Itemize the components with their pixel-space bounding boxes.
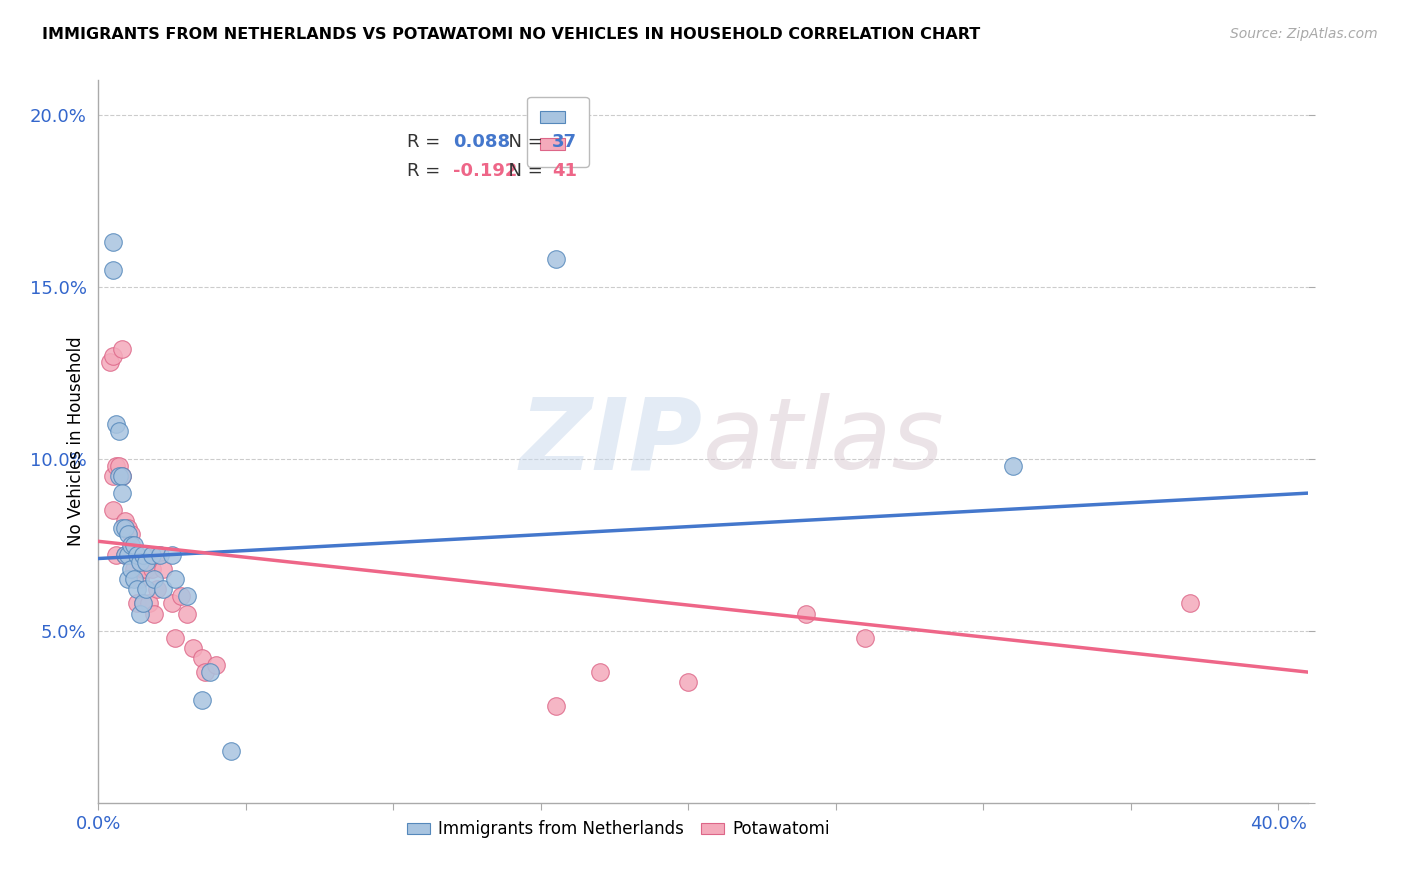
Point (1001, 458, 1024, 473)
Point (125, 582, 148, 597)
Point (111, 520, 134, 534)
Point (190, 692, 212, 706)
Point (120, 527, 142, 541)
Point (135, 555, 157, 569)
Point (125, 548, 148, 562)
Point (131, 596, 153, 610)
Point (141, 562, 163, 576)
Point (114, 548, 136, 562)
Point (194, 665, 217, 679)
Point (678, 675, 700, 690)
Point (114, 514, 136, 528)
Point (853, 631, 876, 645)
Point (98, 355, 121, 369)
Point (181, 640, 204, 655)
Point (105, 548, 128, 562)
Point (111, 342, 134, 356)
Point (190, 651, 212, 665)
Text: R =: R = (406, 133, 446, 151)
Point (120, 538, 142, 552)
Point (122, 538, 145, 552)
Point (131, 562, 153, 576)
Point (108, 424, 131, 438)
Text: R =: R = (406, 161, 446, 179)
Point (205, 658, 228, 673)
Point (117, 572, 139, 586)
Point (170, 590, 193, 604)
Point (117, 527, 139, 541)
Text: ZIP: ZIP (520, 393, 703, 490)
Point (122, 572, 145, 586)
Point (105, 417, 128, 432)
Text: 0.088: 0.088 (453, 133, 510, 151)
Point (111, 469, 134, 483)
Text: Source: ZipAtlas.com: Source: ZipAtlas.com (1230, 27, 1378, 41)
Point (794, 607, 817, 621)
Point (128, 572, 150, 586)
Point (544, 699, 567, 714)
Point (544, 252, 567, 267)
Point (105, 458, 128, 473)
Text: -0.192: -0.192 (453, 161, 517, 179)
Point (111, 486, 134, 500)
Text: 41: 41 (551, 161, 576, 179)
Point (152, 562, 174, 576)
Point (101, 262, 124, 277)
Point (131, 548, 153, 562)
Point (128, 607, 150, 621)
Point (135, 562, 157, 576)
Point (114, 548, 136, 562)
Legend: Immigrants from Netherlands, Potawatomi: Immigrants from Netherlands, Potawatomi (399, 814, 837, 845)
Point (160, 548, 183, 562)
Point (165, 631, 187, 645)
Point (149, 548, 172, 562)
Point (165, 572, 187, 586)
Point (111, 469, 134, 483)
Text: N =: N = (498, 133, 548, 151)
Point (152, 582, 174, 597)
Point (108, 469, 131, 483)
Point (160, 596, 183, 610)
Point (131, 596, 153, 610)
Point (146, 548, 169, 562)
Point (176, 590, 198, 604)
Point (146, 582, 169, 597)
Point (1178, 596, 1201, 610)
Point (143, 607, 166, 621)
Text: N =: N = (498, 161, 548, 179)
Point (200, 665, 222, 679)
Point (117, 548, 139, 562)
Point (128, 555, 150, 569)
Point (101, 469, 124, 483)
Point (117, 548, 139, 562)
Point (135, 582, 157, 597)
Point (219, 744, 242, 758)
Point (143, 572, 166, 586)
Point (125, 596, 148, 610)
Point (101, 235, 124, 249)
Point (117, 520, 139, 534)
Point (589, 665, 612, 679)
Point (138, 596, 160, 610)
Point (101, 349, 124, 363)
Text: IMMIGRANTS FROM NETHERLANDS VS POTAWATOMI NO VEHICLES IN HOUSEHOLD CORRELATION C: IMMIGRANTS FROM NETHERLANDS VS POTAWATOM… (42, 27, 980, 42)
Point (176, 607, 198, 621)
Point (101, 503, 124, 517)
Point (120, 562, 142, 576)
Point (141, 548, 163, 562)
Point (114, 520, 136, 534)
Point (125, 548, 148, 562)
Point (122, 562, 145, 576)
Text: 37: 37 (551, 133, 576, 151)
Y-axis label: No Vehicles in Household: No Vehicles in Household (66, 336, 84, 547)
Point (108, 458, 131, 473)
Text: atlas: atlas (703, 393, 945, 490)
